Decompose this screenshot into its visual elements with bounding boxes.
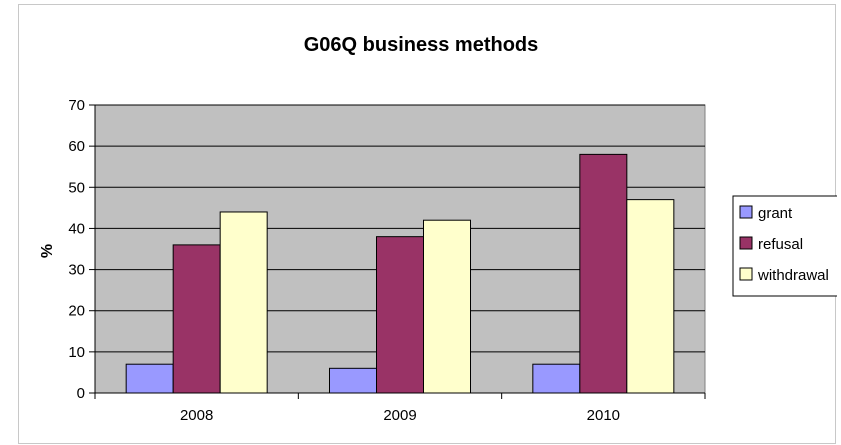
y-tick-label: 60 bbox=[68, 138, 85, 155]
legend: grant refusal withdrawal bbox=[732, 195, 837, 297]
y-tick-label: 30 bbox=[68, 262, 85, 279]
bar-withdrawal-2009 bbox=[423, 219, 471, 394]
bar-grant-2010 bbox=[532, 363, 581, 394]
y-tick-label: 70 bbox=[68, 97, 85, 114]
bar-grant-2009 bbox=[329, 367, 377, 394]
legend-swatch-withdrawal bbox=[739, 267, 753, 281]
chart-title: G06Q business methods bbox=[304, 34, 539, 56]
chart-frame: G06Q business methods 0 10 20 30 40 50 60 70 20… bbox=[18, 4, 837, 444]
y-axis: 0 10 20 30 40 50 60 70 bbox=[68, 97, 96, 402]
bars bbox=[125, 153, 675, 394]
y-tick-label: 40 bbox=[68, 220, 85, 237]
bar-withdrawal-2010 bbox=[626, 199, 675, 394]
x-tick-label: 2008 bbox=[180, 407, 213, 424]
x-tick-label: 2010 bbox=[587, 407, 620, 424]
x-axis: 2008 2009 2010 bbox=[94, 392, 706, 424]
y-tick-label: 10 bbox=[68, 344, 85, 361]
legend-label-refusal: refusal bbox=[758, 236, 803, 253]
y-tick-label: 50 bbox=[68, 179, 85, 196]
legend-swatch-refusal bbox=[739, 236, 753, 250]
bar-withdrawal-2008 bbox=[219, 211, 268, 394]
y-tick-label: 20 bbox=[68, 303, 85, 320]
chart-svg: G06Q business methods 0 10 20 30 40 50 60 70 20… bbox=[39, 34, 837, 424]
bar-grant-2008 bbox=[125, 363, 174, 394]
y-tick-label: 0 bbox=[77, 385, 85, 402]
legend-swatch-grant bbox=[739, 205, 753, 219]
y-axis-title: % bbox=[39, 244, 56, 258]
legend-label-grant: grant bbox=[758, 205, 793, 222]
bar-refusal-2010 bbox=[579, 153, 628, 394]
x-tick-label: 2009 bbox=[383, 407, 416, 424]
bar-refusal-2009 bbox=[376, 236, 424, 394]
legend-label-withdrawal: withdrawal bbox=[757, 267, 829, 284]
bar-refusal-2008 bbox=[172, 244, 221, 394]
